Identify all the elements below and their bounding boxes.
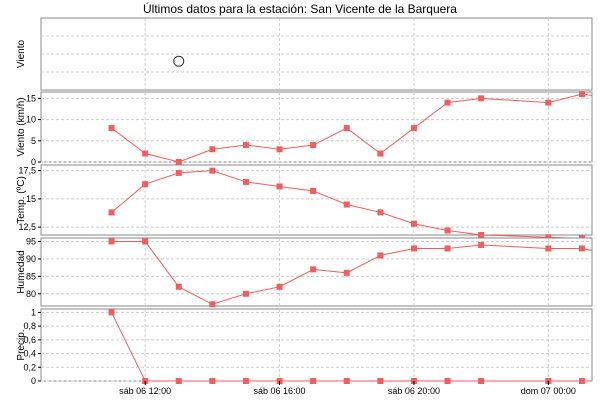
y-tick-label: 15 [26,93,36,103]
y-tick-label: 80 [26,289,36,299]
series [108,238,592,308]
data-point [545,234,552,240]
data-point [578,245,585,252]
data-point [108,209,115,216]
panel-frame [40,237,593,307]
data-point [377,252,384,259]
data-point [410,125,417,132]
data-point [108,309,115,316]
data-point [343,125,350,132]
data-point [175,169,182,176]
panel-ylabel: Viento (km/h) [16,97,27,156]
data-point [209,301,216,308]
data-point [343,378,350,384]
data-point [209,378,216,384]
data-point [545,245,552,252]
data-point [478,241,485,248]
data-point [410,220,417,227]
data-point [478,95,485,102]
y-tick-label: 17,5 [18,166,36,176]
data-point [242,378,249,384]
panel-4: Precip. 0 0,2 0,4 0,6 0,8 1 [16,307,593,386]
data-point [142,150,149,157]
data-point [276,283,283,290]
data-point [377,209,384,216]
data-point [343,201,350,208]
y-tick-label: 0,2 [23,362,36,372]
data-point [242,178,249,185]
wind-direction-marker [173,55,185,67]
chart-title: Últimos datos para la estación: San Vice… [143,1,457,16]
y-tick-label: 0 [31,376,36,386]
data-point [377,150,384,157]
data-point [310,142,317,149]
series [108,91,592,165]
data-point [444,245,451,252]
y-tick-label: 0,4 [23,349,36,359]
panel-ylabel: Temp. (ºC) [16,176,27,224]
y-tick-label: 95 [26,236,36,246]
y-tick-label: 5 [31,136,36,146]
y-tick-label: 0,8 [23,321,36,331]
data-point [545,99,552,106]
data-point [209,146,216,153]
x-tick-label: dom 07 00:00 [521,386,576,396]
x-tick-label: sáb 06 12:00 [119,386,171,396]
data-point [410,245,417,252]
data-point [310,266,317,273]
data-point [242,290,249,297]
y-tick-label: 0 [31,157,36,167]
y-tick-label: 0,6 [23,335,36,345]
y-tick-label: 12,5 [18,222,36,232]
panel-1: Viento (km/h) 0 5 10 15 [16,91,593,167]
data-point [444,99,451,106]
data-point [108,238,115,245]
y-tick-label: 90 [26,254,36,264]
series-line [111,93,592,163]
data-point [478,232,485,238]
data-point [444,378,451,384]
panel-ylabel: Humedad [16,250,27,293]
data-point [209,167,216,174]
y-tick-label: 10 [26,115,36,125]
x-tick-label: sáb 06 16:00 [254,386,306,396]
data-point [142,238,149,245]
series-line [111,240,592,305]
data-point [108,125,115,132]
data-point [175,283,182,290]
y-tick-label: 1 [31,307,36,317]
data-point [578,91,585,98]
x-axis: sáb 06 12:00 sáb 06 16:00 sáb 06 20:00 dom … [119,381,576,396]
x-tick-label: sáb 06 20:00 [388,386,440,396]
y-tick-label: 85 [26,271,36,281]
panel-2: Temp. (ºC)12,5 15 17,5 [16,164,593,240]
data-point [310,378,317,384]
data-point [377,378,384,384]
panel-ylabel: Viento [16,39,27,68]
data-point [578,378,585,384]
panel-0: Viento [16,17,593,91]
data-point [276,146,283,153]
data-point [444,227,451,234]
data-point [175,378,182,384]
series-line [111,312,592,382]
panel-frame [40,91,593,163]
data-point [343,269,350,276]
panel-frame [40,308,593,382]
panel-ylabel: Precip. [16,329,27,360]
data-point [242,142,249,149]
data-point [276,183,283,190]
data-point [175,159,182,165]
data-point [478,378,485,384]
y-tick-label: 15 [26,194,36,204]
data-point [142,181,149,188]
data-point [310,187,317,194]
panel-frame [40,164,593,236]
